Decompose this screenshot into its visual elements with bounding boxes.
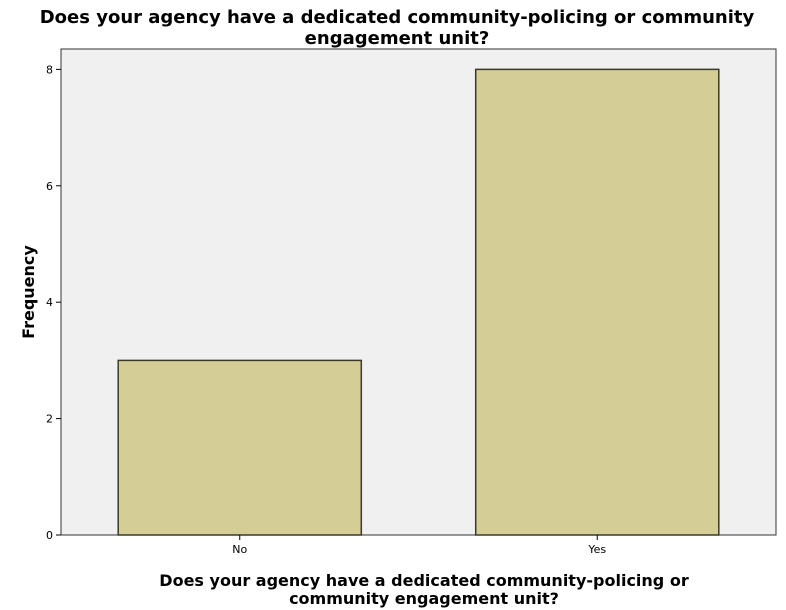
chart-title-line-2: engagement unit? bbox=[305, 28, 490, 49]
bar-yes bbox=[474, 68, 720, 536]
y-tick-label: 4 bbox=[46, 296, 53, 309]
y-tick-label: 8 bbox=[46, 63, 53, 76]
chart-title-line-1: Does your agency have a dedicated commun… bbox=[40, 7, 755, 28]
y-tick-label: 2 bbox=[46, 413, 53, 426]
bar-no bbox=[117, 359, 363, 536]
y-tick-label: 0 bbox=[46, 529, 53, 542]
y-axis-title: Frequency bbox=[19, 245, 38, 339]
x-tick-label-no: No bbox=[232, 543, 247, 556]
x-tick-label-yes: Yes bbox=[587, 543, 606, 556]
x-axis-title-line-2: community engagement unit? bbox=[289, 589, 559, 608]
x-axis-title-line-1: Does your agency have a dedicated commun… bbox=[159, 571, 689, 590]
bars-group bbox=[117, 68, 720, 536]
x-axis: No Yes bbox=[232, 535, 606, 556]
y-axis: 0 2 4 6 8 bbox=[46, 63, 61, 542]
y-tick-label: 6 bbox=[46, 180, 53, 193]
